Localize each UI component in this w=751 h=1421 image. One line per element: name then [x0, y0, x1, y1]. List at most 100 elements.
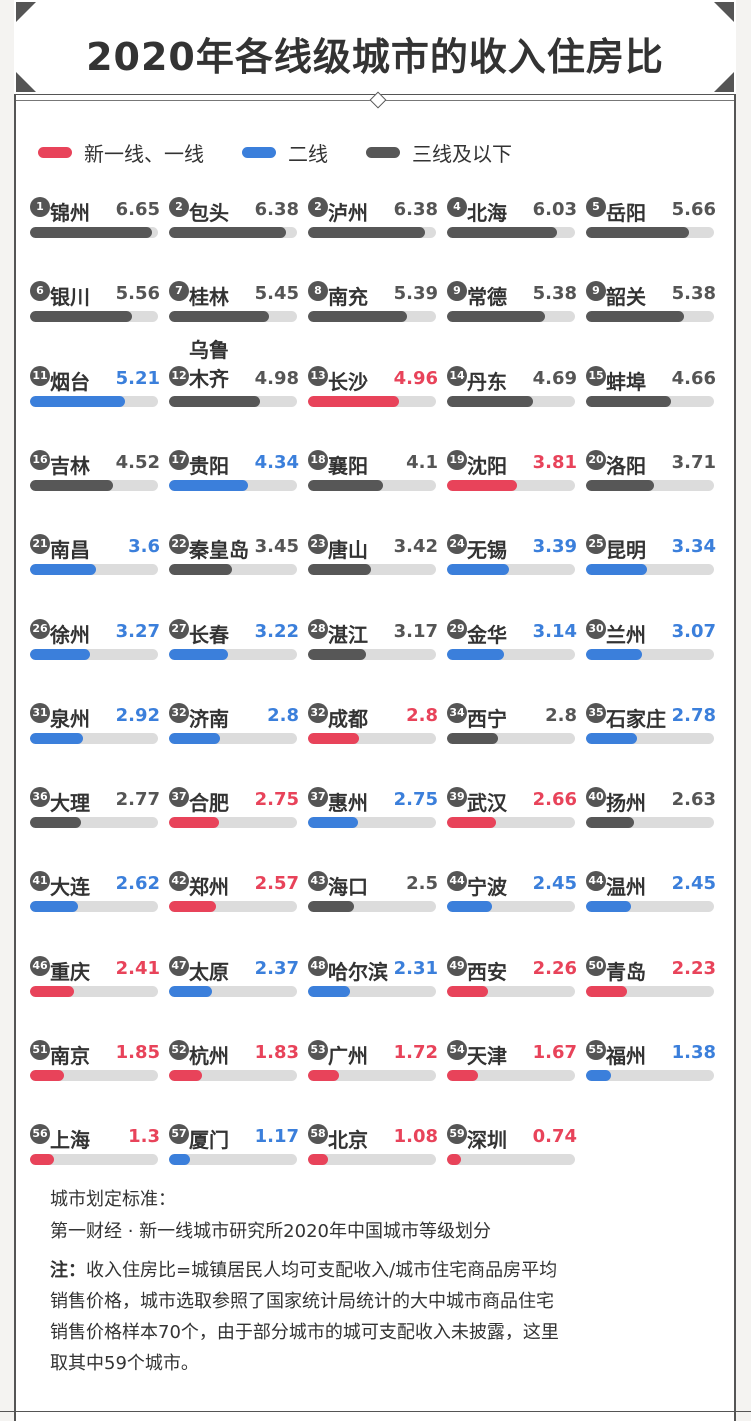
note-text: 收入住房比=城镇居民人均可支配收入/城市住宅商品房平均	[86, 1260, 558, 1281]
corner-ornament-icon	[16, 2, 36, 22]
city-bar-item: 22 秦皇岛 3.45	[169, 534, 301, 594]
bar-fill	[586, 901, 631, 913]
value-label: 2.31	[393, 957, 438, 979]
bar-track	[447, 732, 575, 744]
rank-badge: 21	[30, 534, 50, 555]
rank-badge: 2	[308, 197, 328, 217]
legend-label: 二线	[288, 142, 328, 166]
bar-track	[586, 817, 714, 829]
value-label: 3.07	[671, 620, 716, 642]
value-label: 3.42	[393, 536, 438, 558]
note-line: 销售价格样本70个，由于部分城市的城可支配收入未披露，这里	[50, 1322, 559, 1343]
bar-track	[169, 479, 297, 491]
city-name: 南昌	[50, 538, 90, 563]
city-bar-item: 58 北京 1.08	[308, 1124, 440, 1184]
rank-badge: 15	[586, 365, 606, 386]
bar-fill	[447, 311, 546, 323]
bar-fill	[308, 648, 366, 660]
value-label: 2.75	[393, 789, 438, 811]
rank-badge: 47	[169, 955, 189, 976]
bar-fill	[169, 1070, 203, 1081]
rank-badge: 6	[30, 281, 50, 302]
bar-track	[586, 648, 714, 660]
value-label: 1.85	[115, 1042, 160, 1063]
bar-fill	[586, 395, 672, 407]
rank-badge: 29	[447, 618, 467, 639]
city-name: 蚌埠	[606, 369, 646, 394]
bar-track	[308, 395, 436, 407]
bar-fill	[30, 479, 113, 491]
bar-fill	[447, 901, 492, 913]
bar-fill	[308, 479, 383, 491]
bar-fill	[586, 311, 685, 323]
city-name: 韶关	[606, 285, 646, 310]
city-bar-item: 28 湛江 3.17	[308, 618, 440, 679]
bar-track	[30, 479, 158, 491]
bar-fill	[169, 564, 233, 576]
rank-badge: 20	[586, 449, 606, 470]
city-bar-item: 55 福州 1.38	[586, 1040, 718, 1100]
rank-badge: 16	[30, 449, 50, 470]
city-bar-item: 44 宁波 2.45	[447, 871, 579, 931]
city-name: 泉州	[50, 706, 90, 731]
value-label: 4.1	[406, 451, 438, 473]
note-line: 取其中59个城市。	[50, 1353, 199, 1374]
value-label: 5.56	[115, 283, 160, 305]
bar-track	[30, 1154, 158, 1166]
city-name: 洛阳	[606, 453, 646, 478]
value-label: 6.38	[393, 199, 438, 220]
bar-fill	[447, 732, 499, 744]
city-name: 徐州	[50, 622, 90, 647]
bar-fill	[169, 395, 261, 407]
corner-ornament-icon	[16, 72, 36, 92]
city-bar-item: 37 惠州 2.75	[308, 787, 440, 847]
bar-fill	[308, 227, 425, 238]
bar-fill	[308, 564, 371, 576]
bar-track	[169, 732, 297, 744]
bar-fill	[169, 479, 249, 491]
city-name: 北海	[467, 201, 507, 225]
city-bar-item: 8 南充 5.39	[308, 281, 440, 341]
value-label: 5.38	[532, 283, 577, 305]
value-label: 2.41	[115, 957, 160, 979]
value-label: 3.34	[671, 536, 716, 558]
city-bar-item: 41 大连 2.62	[30, 871, 162, 931]
city-bar-item: 17 贵阳 4.34	[169, 449, 301, 510]
value-label: 1.3	[128, 1126, 160, 1148]
city-bar-item: 2 包头 6.38	[169, 197, 301, 257]
value-label: 5.21	[115, 367, 160, 389]
city-name: 吉林	[50, 453, 90, 478]
bar-track	[308, 732, 436, 744]
value-label: 4.34	[254, 451, 299, 473]
bar-track	[30, 648, 158, 660]
bar-fill	[308, 985, 351, 997]
bar-track	[586, 311, 714, 323]
bar-fill	[169, 901, 216, 913]
rank-badge: 44	[586, 871, 606, 892]
city-bar-item: 40 扬州 2.63	[586, 787, 718, 847]
bar-fill	[308, 732, 360, 744]
city-name: 烟台	[50, 369, 90, 394]
bar-fill	[169, 1154, 191, 1166]
city-bar-item: 15 蚌埠 4.66	[586, 365, 718, 426]
bar-track	[586, 227, 714, 238]
value-label: 1.83	[254, 1042, 299, 1063]
value-label: 5.45	[254, 283, 299, 305]
bar-fill	[586, 564, 648, 576]
rank-badge: 28	[308, 618, 328, 639]
bar-track	[308, 1154, 436, 1166]
value-label: 0.74	[532, 1126, 577, 1148]
bar-track	[308, 901, 436, 913]
rank-badge: 56	[30, 1124, 50, 1145]
city-bar-item: 5 岳阳 5.66	[586, 197, 718, 257]
city-name: 成都	[328, 706, 368, 731]
value-label: 1.17	[254, 1126, 299, 1148]
bar-track	[447, 817, 575, 829]
city-bar-item: 21 南昌 3.6	[30, 534, 162, 594]
rank-badge: 9	[447, 281, 467, 302]
rank-badge: 46	[30, 955, 50, 976]
bar-track	[586, 732, 714, 744]
rank-badge: 30	[586, 618, 606, 639]
city-bar-item: 20 洛阳 3.71	[586, 449, 718, 510]
rank-badge: 23	[308, 534, 328, 555]
